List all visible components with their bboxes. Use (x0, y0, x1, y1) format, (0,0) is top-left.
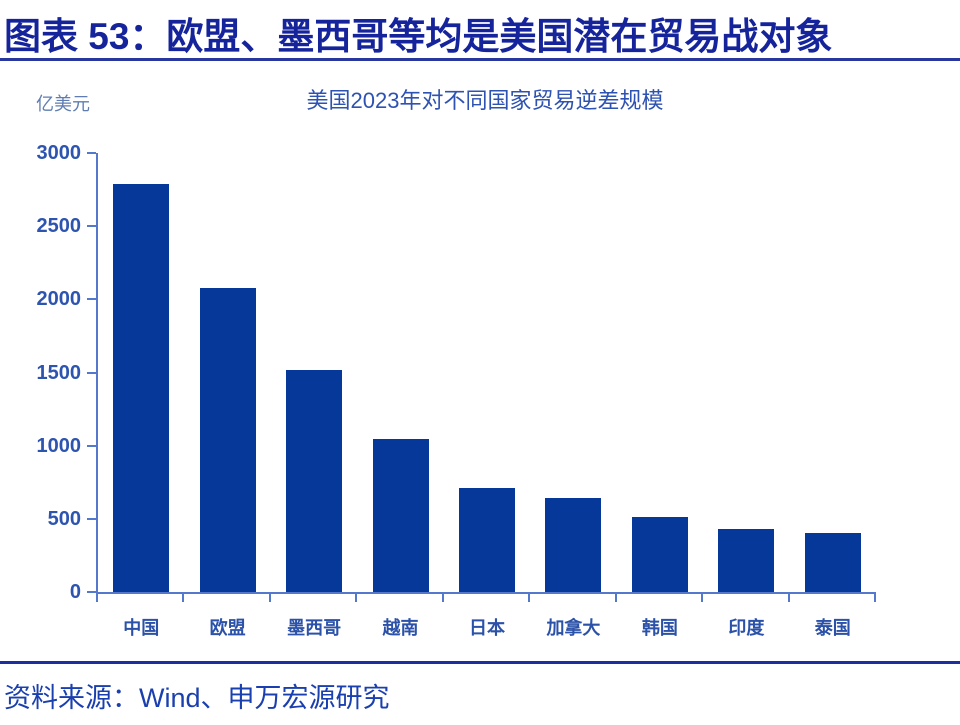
y-axis-tick (87, 152, 96, 154)
y-axis-tick (87, 444, 96, 447)
y-axis-tick (87, 517, 96, 520)
x-axis-tick (787, 594, 790, 602)
y-axis-tick (87, 225, 96, 228)
title-divider (0, 58, 960, 61)
bar-欧盟 (199, 288, 256, 592)
x-axis-tick (874, 594, 876, 602)
y-axis-tick-label: 500 (47, 507, 81, 530)
category-label: 加拿大 (546, 618, 601, 638)
y-axis-tick-label: 1500 (36, 361, 82, 384)
y-axis-tick-label: 3000 (36, 142, 82, 164)
bar-韩国 (631, 517, 688, 592)
bar-中国 (113, 184, 170, 592)
x-axis-tick (441, 594, 444, 602)
bar-印度 (718, 529, 775, 592)
y-axis-unit-label: 亿美元 (36, 94, 90, 114)
x-axis-tick (96, 594, 98, 602)
bar-越南 (372, 439, 429, 592)
category-label: 韩国 (641, 618, 678, 638)
bar-加拿大 (545, 498, 602, 592)
y-axis-tick-label: 1000 (36, 434, 82, 457)
category-label: 越南 (382, 618, 419, 638)
bar-日本 (459, 488, 515, 592)
plot-area: 中国 欧盟 墨西哥 越南 日本 加拿大 韩国 印度 泰国 0 500 1000 1500 2000 2500… (37, 143, 876, 638)
bar-泰国 (804, 533, 861, 592)
y-axis-tick (87, 371, 96, 374)
category-label: 欧盟 (209, 618, 246, 638)
x-axis-tick (528, 594, 531, 602)
bar-墨西哥 (286, 370, 343, 592)
source-note: 资料来源：Wind、申万宏源研究 (4, 683, 390, 713)
y-axis-tick (87, 591, 96, 593)
category-label: 印度 (728, 618, 765, 638)
chart-title: 美国2023年对不同国家贸易逆差规模 (306, 88, 664, 113)
category-label: 日本 (468, 618, 505, 638)
x-axis-tick (182, 594, 185, 602)
category-label: 墨西哥 (287, 618, 342, 638)
category-label: 泰国 (814, 618, 851, 638)
footer-divider (0, 661, 960, 664)
y-axis-tick-label: 2000 (36, 288, 82, 311)
y-axis-tick-label: 2500 (36, 215, 82, 238)
page-title: 图表 53：欧盟、墨西哥等均是美国潜在贸易战对象 (4, 16, 833, 57)
x-axis-tick (355, 594, 358, 602)
x-axis-tick (268, 594, 271, 602)
category-label: 中国 (123, 618, 160, 638)
y-axis-tick (87, 298, 96, 301)
x-axis-tick (701, 594, 704, 602)
y-axis-tick-label: 0 (69, 581, 81, 603)
x-axis-tick (614, 594, 617, 602)
